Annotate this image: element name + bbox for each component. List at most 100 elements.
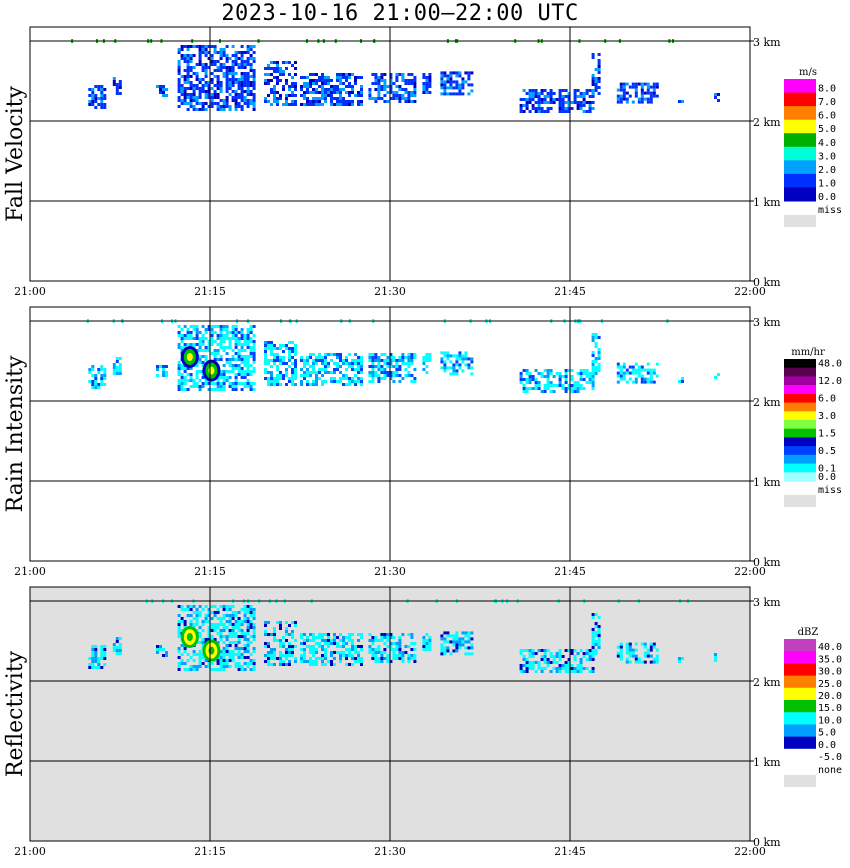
echo-cell [588,101,592,104]
echo-cell [252,45,256,48]
y-tick-label: 0 km [753,836,781,849]
echo-cell [177,66,181,69]
echo-cell [312,654,315,657]
echo-cell [279,70,282,73]
echo-cell [528,98,532,101]
echo-cell [594,68,598,71]
echo-cell [643,660,647,664]
legend-label: 20.0 [818,691,842,702]
echo-cell [525,664,529,667]
echo-cell [225,644,229,647]
echo-cell [321,660,324,663]
echo-cell [652,380,656,384]
echo-cell [570,378,574,381]
echo-cell [585,92,589,95]
echo-cell [389,73,393,76]
echo-cell [240,87,244,90]
echo-cell [216,668,220,671]
echo-cell [342,359,345,362]
echo-cell [246,370,250,373]
echo-cell [594,360,598,363]
echo-cell [351,365,354,368]
echo-cell [531,661,535,664]
echo-cell [440,86,444,90]
echo-cell [177,99,181,102]
echo-cell [470,646,474,650]
echo-cell [374,371,378,374]
echo-cell [246,340,250,343]
echo-cell [240,656,244,659]
echo-cell [195,63,199,66]
echo-cell [555,667,559,670]
echo-cell [377,76,381,79]
echo-cell [407,94,411,97]
echo-cell [467,646,471,650]
echo-cell [552,101,556,104]
echo-cell [446,86,450,90]
y-tick-label: 3 km [753,36,781,49]
echo-cell [531,655,535,658]
echo-cell [222,617,226,620]
echo-cell [291,380,294,383]
echo-cell [519,649,523,652]
echo-cell [288,660,291,663]
echo-cell [324,100,327,103]
echo-cell [582,369,586,372]
echo-cell [240,328,244,331]
echo-cell [389,648,393,651]
echo-cell [222,48,226,51]
echo-cell [534,369,538,372]
echo-cell [470,372,474,376]
echo-cell [222,388,226,391]
echo-cell [300,94,303,97]
echo-cell [652,657,656,661]
echo-cell [294,88,297,91]
echo-cell [228,608,232,611]
echo-cell [192,379,196,382]
echo-cell [531,387,535,390]
echo-cell [428,353,432,356]
echo-cell [570,107,574,110]
panel-frame [29,586,751,842]
echo-cell [579,387,583,390]
echo-cell [537,95,541,98]
echo-cell [249,328,253,331]
echo-cell [312,365,315,368]
echo-cell [546,378,550,381]
echo-cell [303,359,306,362]
echo-cell [339,657,342,660]
echo-cell [443,369,447,373]
echo-cell [294,82,297,85]
echo-cell [643,97,647,101]
echo-cell [225,78,229,81]
echo-cell [279,627,282,630]
echo-cell [440,357,444,361]
echo-cell [189,385,193,388]
echo-cell [249,63,253,66]
echo-cell [189,57,193,60]
echo-cell [410,654,414,657]
echo-cell [543,101,547,104]
echo-cell [180,629,184,632]
echo-cell [201,361,205,364]
echo-cell [588,110,592,113]
echo-cell [368,639,372,642]
echo-cell [342,383,345,386]
echo-cell [525,381,529,384]
echo-cell [582,110,586,113]
echo-cell [177,629,181,632]
echo-cell [234,63,238,66]
echo-cell [398,85,402,88]
echo-cell [525,101,529,104]
echo-cell [401,657,405,660]
echo-cell [522,664,526,667]
echo-cell [216,51,220,54]
echo-cell [315,88,318,91]
echo-cell [591,384,595,387]
echo-cell [207,382,211,385]
echo-cell [582,98,586,101]
echo-cell [555,655,559,658]
echo-cell [294,645,297,648]
echo-cell [118,643,122,646]
echo-cell [458,74,462,78]
